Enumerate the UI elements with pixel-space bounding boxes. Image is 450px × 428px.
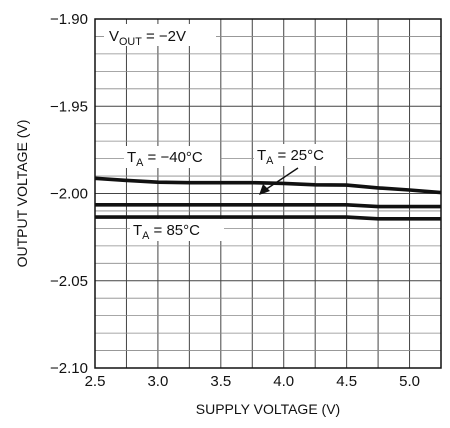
x-axis-label: SUPPLY VOLTAGE (V) <box>196 401 340 417</box>
y-tick-label: −2.05 <box>50 273 88 290</box>
series-label-minus40c: TA = −40°C <box>127 149 203 169</box>
series-line-2 <box>95 203 441 209</box>
vout-annotation: VOUT = −2V <box>109 28 186 48</box>
plot-frame <box>94 18 442 369</box>
y-tick-label: −1.90 <box>50 11 88 28</box>
series-label-25c: TA = 25°C <box>257 147 324 167</box>
grid <box>94 18 442 369</box>
x-tick-label: 3.0 <box>147 373 168 390</box>
series-line-1 <box>94 176 442 195</box>
vout-label-bg <box>104 24 216 46</box>
label-bg-25 <box>254 144 346 166</box>
tick-labels: 2.5 3.0 3.5 4.0 4.5 5.0 −1.90 −1.95 −2.00 −2.05 −2… <box>50 11 420 390</box>
label-bg-85 <box>130 219 224 241</box>
x-tick-label: 5.0 <box>399 373 420 390</box>
x-tick-label: 4.5 <box>336 373 357 390</box>
y-tick-label: −2.10 <box>50 360 88 377</box>
x-tick-label: 2.5 <box>85 373 106 390</box>
axis-labels: SUPPLY VOLTAGE (V) OUTPUT VOLTAGE (V) <box>14 120 340 417</box>
x-tick-label: 4.0 <box>273 373 294 390</box>
annotation-arrow-line <box>264 167 299 191</box>
y-tick-label: −2.00 <box>50 186 88 203</box>
annotation-arrow-head <box>259 184 270 195</box>
series-label-85c: TA = 85°C <box>133 222 200 242</box>
x-tick-label: 3.5 <box>210 373 231 390</box>
label-bg-minus40 <box>124 146 220 168</box>
annotations: VOUT = −2V TA = −40°C TA = 25°C TA = 85°C <box>104 24 346 242</box>
series-line-3 <box>95 215 441 221</box>
y-axis-label: OUTPUT VOLTAGE (V) <box>14 120 30 268</box>
series-lines <box>94 176 442 221</box>
y-tick-label: −1.95 <box>50 98 88 115</box>
